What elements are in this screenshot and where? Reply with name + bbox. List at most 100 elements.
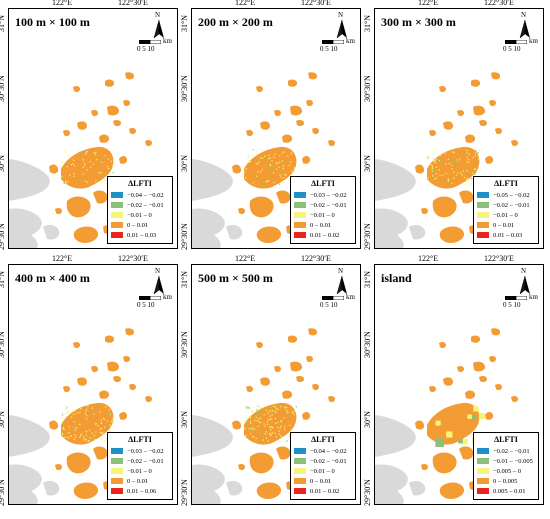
speckle bbox=[261, 157, 264, 159]
speckle bbox=[293, 167, 296, 169]
mainland bbox=[375, 415, 426, 504]
speckle bbox=[82, 159, 84, 161]
speckle bbox=[245, 410, 247, 412]
speckle bbox=[282, 168, 284, 170]
latitude-label: 30°N bbox=[363, 155, 372, 172]
speckle bbox=[70, 435, 72, 437]
scale-ticks: 0 5 10 bbox=[137, 45, 155, 53]
speckle bbox=[250, 163, 252, 165]
speckle bbox=[278, 161, 281, 164]
speckle bbox=[249, 415, 251, 417]
speckle bbox=[71, 430, 73, 432]
speckle bbox=[262, 439, 264, 441]
speckle bbox=[62, 414, 64, 416]
scale-bar-graphic bbox=[139, 40, 161, 44]
speckle bbox=[254, 419, 256, 422]
speckle bbox=[466, 161, 468, 163]
latitude-label: 29°30′N bbox=[363, 479, 372, 506]
speckle bbox=[112, 428, 114, 430]
speckle bbox=[73, 421, 76, 423]
speckle bbox=[253, 436, 255, 438]
speckle bbox=[260, 157, 262, 159]
speckle bbox=[66, 436, 68, 438]
speckle bbox=[443, 178, 445, 180]
legend-item: −0.03 – −0.02 bbox=[111, 446, 169, 456]
legend-swatch bbox=[111, 192, 123, 198]
speckle bbox=[258, 438, 260, 440]
map-panel-3: 122°E 122°30′E 31°N 30°30′N 30°N 29°30′N bbox=[363, 0, 545, 250]
legend-item: −0.01 – 0 bbox=[294, 210, 352, 220]
speckle bbox=[264, 433, 266, 435]
speckle bbox=[268, 154, 270, 156]
speckle bbox=[244, 427, 246, 429]
legend-swatch bbox=[294, 458, 306, 464]
legend-swatch bbox=[477, 222, 489, 228]
speckle bbox=[275, 168, 278, 170]
speckle bbox=[275, 422, 277, 424]
speckle bbox=[104, 426, 106, 428]
speckle bbox=[466, 152, 468, 154]
speckle bbox=[112, 421, 114, 423]
longitude-label: 122°30′E bbox=[301, 254, 331, 263]
speckle bbox=[433, 160, 435, 162]
speckle bbox=[278, 166, 280, 168]
north-arrow-icon: N bbox=[517, 268, 533, 296]
legend-title: ΔLFTI bbox=[494, 435, 518, 444]
legend-item: −0.01 – 0 bbox=[294, 466, 352, 476]
legend-swatch bbox=[477, 478, 489, 484]
speckle bbox=[269, 157, 271, 159]
legend-swatch bbox=[111, 478, 123, 484]
map-frame: island N km 0 5 10 ΔLFTI −0.02 – −0.01 −0… bbox=[374, 264, 544, 505]
legend-item: 0.01 – 0.06 bbox=[111, 486, 169, 496]
mainland bbox=[192, 415, 243, 504]
speckle bbox=[451, 164, 453, 167]
speckle bbox=[457, 161, 459, 163]
legend-item: −0.01 – 0 bbox=[477, 210, 535, 220]
speckle bbox=[478, 158, 480, 160]
speckle bbox=[255, 163, 257, 165]
speckle bbox=[79, 436, 81, 438]
speckle bbox=[99, 158, 101, 160]
speckle bbox=[475, 150, 477, 152]
speckle bbox=[263, 414, 265, 416]
legend-label: −0.03 – −0.02 bbox=[127, 447, 164, 455]
latitude-label: 31°N bbox=[0, 15, 6, 32]
speckle bbox=[281, 170, 283, 172]
speckle bbox=[250, 427, 252, 429]
speckle bbox=[292, 418, 294, 420]
legend-swatch bbox=[294, 478, 306, 484]
speckle bbox=[432, 175, 434, 177]
mainland bbox=[375, 159, 426, 248]
map-canvas bbox=[9, 328, 152, 504]
speckle bbox=[73, 165, 75, 167]
speckle bbox=[65, 408, 67, 411]
speckle bbox=[435, 438, 445, 447]
speckle bbox=[248, 161, 250, 163]
speckle bbox=[61, 162, 63, 164]
speckle bbox=[64, 405, 67, 407]
speckle bbox=[452, 151, 454, 153]
legend-label: −0.02 – −0.01 bbox=[310, 201, 347, 209]
longitude-label: 122°E bbox=[418, 0, 439, 7]
speckle bbox=[99, 428, 102, 430]
speckle bbox=[283, 417, 285, 419]
speckle bbox=[104, 439, 106, 442]
speckle bbox=[277, 421, 279, 424]
scale-unit: km bbox=[346, 293, 355, 301]
legend-swatch bbox=[294, 488, 306, 494]
speckle bbox=[105, 406, 107, 408]
speckle bbox=[98, 172, 100, 174]
speckle bbox=[87, 440, 89, 442]
speckle bbox=[84, 183, 86, 185]
speckle bbox=[289, 424, 291, 426]
speckle bbox=[453, 177, 455, 179]
speckle bbox=[451, 182, 453, 185]
speckle bbox=[427, 177, 429, 179]
speckle bbox=[478, 412, 485, 419]
speckle bbox=[256, 420, 258, 422]
speckle bbox=[474, 168, 476, 170]
speckle bbox=[100, 422, 103, 424]
speckle bbox=[62, 412, 64, 414]
latitude-label: 30°N bbox=[180, 411, 189, 428]
speckle bbox=[91, 432, 93, 434]
